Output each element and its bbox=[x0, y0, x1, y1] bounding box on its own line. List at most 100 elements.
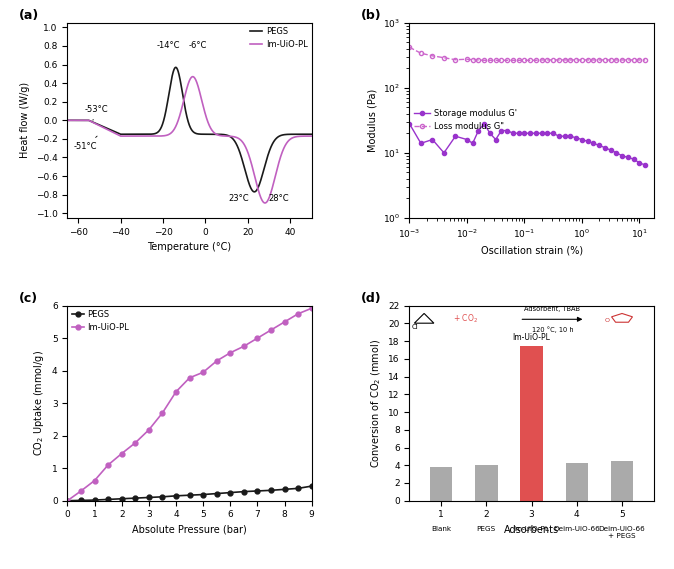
Bar bbox=[520, 345, 543, 501]
Loss modulus G" bbox=[555, 56, 563, 63]
Loss modulus G" bbox=[561, 56, 569, 63]
Storage modulus G' bbox=[480, 120, 488, 127]
PEGS bbox=[145, 494, 153, 501]
Im-UiO-PL bbox=[308, 133, 316, 139]
Loss modulus G" bbox=[607, 56, 615, 63]
Loss modulus G" bbox=[468, 56, 477, 63]
Loss modulus G" bbox=[630, 56, 638, 63]
Storage modulus G' bbox=[636, 159, 644, 166]
Text: Im-UiO-PL: Im-UiO-PL bbox=[513, 333, 551, 342]
Y-axis label: Conversion of CO$_2$ (mmol): Conversion of CO$_2$ (mmol) bbox=[369, 339, 383, 468]
Text: Deim-UiO-66: Deim-UiO-66 bbox=[553, 526, 601, 531]
Im-UiO-PL bbox=[267, 327, 275, 333]
PEGS bbox=[131, 494, 140, 501]
Y-axis label: Modulus (Pa): Modulus (Pa) bbox=[367, 89, 377, 152]
Loss modulus G" bbox=[618, 56, 626, 63]
Text: (b): (b) bbox=[361, 9, 381, 22]
Loss modulus G" bbox=[486, 57, 494, 64]
Im-UiO-PL bbox=[131, 439, 140, 446]
Storage modulus G' bbox=[520, 130, 528, 137]
Im-UiO-PL bbox=[63, 117, 71, 123]
PEGS bbox=[294, 485, 302, 492]
Storage modulus G' bbox=[561, 133, 569, 139]
Im-UiO-PL bbox=[118, 450, 126, 457]
Bar bbox=[611, 461, 634, 501]
Text: Adsorbent, TBAB: Adsorbent, TBAB bbox=[524, 307, 580, 312]
PEGS bbox=[301, 131, 309, 138]
Storage modulus G' bbox=[405, 120, 413, 127]
Im-UiO-PL bbox=[158, 410, 166, 417]
Loss modulus G" bbox=[578, 56, 586, 63]
Legend: Storage modulus G', Loss modulus G": Storage modulus G', Loss modulus G" bbox=[414, 109, 517, 131]
Im-UiO-PL bbox=[172, 389, 180, 395]
Line: Loss modulus G": Loss modulus G" bbox=[407, 45, 647, 63]
PEGS bbox=[308, 131, 316, 138]
Storage modulus G' bbox=[589, 140, 597, 147]
PEGS bbox=[172, 64, 180, 71]
X-axis label: Temperature (°C): Temperature (°C) bbox=[148, 242, 232, 252]
PEGS bbox=[250, 188, 258, 195]
Loss modulus G" bbox=[595, 56, 603, 63]
Loss modulus G" bbox=[417, 50, 425, 57]
Loss modulus G" bbox=[480, 57, 488, 64]
Loss modulus G" bbox=[532, 57, 540, 64]
Loss modulus G" bbox=[589, 56, 597, 63]
PEGS bbox=[104, 496, 112, 503]
Y-axis label: Heat flow (W/g): Heat flow (W/g) bbox=[20, 83, 30, 158]
Storage modulus G' bbox=[572, 134, 580, 141]
Im-UiO-PL bbox=[301, 133, 309, 139]
PEGS bbox=[182, 111, 190, 118]
PEGS bbox=[199, 491, 207, 498]
Im-UiO-PL bbox=[261, 200, 269, 207]
Text: PEGS: PEGS bbox=[477, 526, 496, 531]
Bar bbox=[430, 467, 452, 501]
PEGS bbox=[240, 488, 248, 495]
PEGS bbox=[226, 489, 235, 496]
Im-UiO-PL bbox=[145, 426, 153, 433]
Line: Im-UiO-PL: Im-UiO-PL bbox=[67, 77, 312, 203]
Legend: PEGS, Im-UiO-PL: PEGS, Im-UiO-PL bbox=[71, 310, 129, 332]
Storage modulus G' bbox=[509, 130, 517, 137]
Storage modulus G' bbox=[429, 136, 437, 143]
PEGS bbox=[308, 483, 316, 489]
Storage modulus G' bbox=[595, 142, 603, 149]
Storage modulus G' bbox=[452, 133, 460, 139]
Loss modulus G" bbox=[520, 57, 528, 64]
Line: PEGS: PEGS bbox=[67, 67, 312, 192]
Storage modulus G' bbox=[417, 140, 425, 147]
Loss modulus G" bbox=[452, 56, 460, 63]
X-axis label: Absolute Pressure (bar): Absolute Pressure (bar) bbox=[132, 525, 247, 535]
Storage modulus G' bbox=[463, 136, 471, 143]
Y-axis label: CO$_2$ Uptake (mmol/g): CO$_2$ Uptake (mmol/g) bbox=[32, 350, 47, 456]
Text: -51°C: -51°C bbox=[73, 136, 97, 151]
PEGS bbox=[267, 487, 275, 494]
Loss modulus G" bbox=[440, 54, 448, 61]
Im-UiO-PL bbox=[256, 192, 264, 199]
Im-UiO-PL bbox=[75, 117, 84, 123]
PEGS bbox=[63, 497, 71, 504]
PEGS bbox=[280, 486, 288, 493]
Storage modulus G' bbox=[538, 130, 546, 137]
Text: Blank: Blank bbox=[431, 526, 451, 531]
PEGS bbox=[63, 117, 71, 123]
Text: -53°C: -53°C bbox=[84, 105, 108, 120]
Im-UiO-PL bbox=[301, 133, 309, 139]
Storage modulus G' bbox=[491, 136, 499, 143]
PEGS bbox=[301, 131, 309, 138]
Loss modulus G" bbox=[543, 56, 551, 63]
PEGS bbox=[77, 497, 85, 504]
Loss modulus G" bbox=[497, 57, 506, 64]
PEGS bbox=[253, 488, 262, 494]
Im-UiO-PL bbox=[280, 319, 288, 325]
Storage modulus G' bbox=[601, 145, 609, 151]
Line: Storage modulus G': Storage modulus G' bbox=[407, 122, 647, 167]
Storage modulus G' bbox=[618, 152, 626, 159]
Loss modulus G" bbox=[572, 56, 580, 63]
Storage modulus G' bbox=[566, 133, 574, 139]
Loss modulus G" bbox=[474, 56, 483, 63]
Im-UiO-PL bbox=[182, 87, 190, 94]
Storage modulus G' bbox=[468, 140, 477, 147]
Loss modulus G" bbox=[566, 56, 574, 63]
Im-UiO-PL bbox=[90, 477, 98, 484]
Im-UiO-PL bbox=[294, 310, 302, 317]
